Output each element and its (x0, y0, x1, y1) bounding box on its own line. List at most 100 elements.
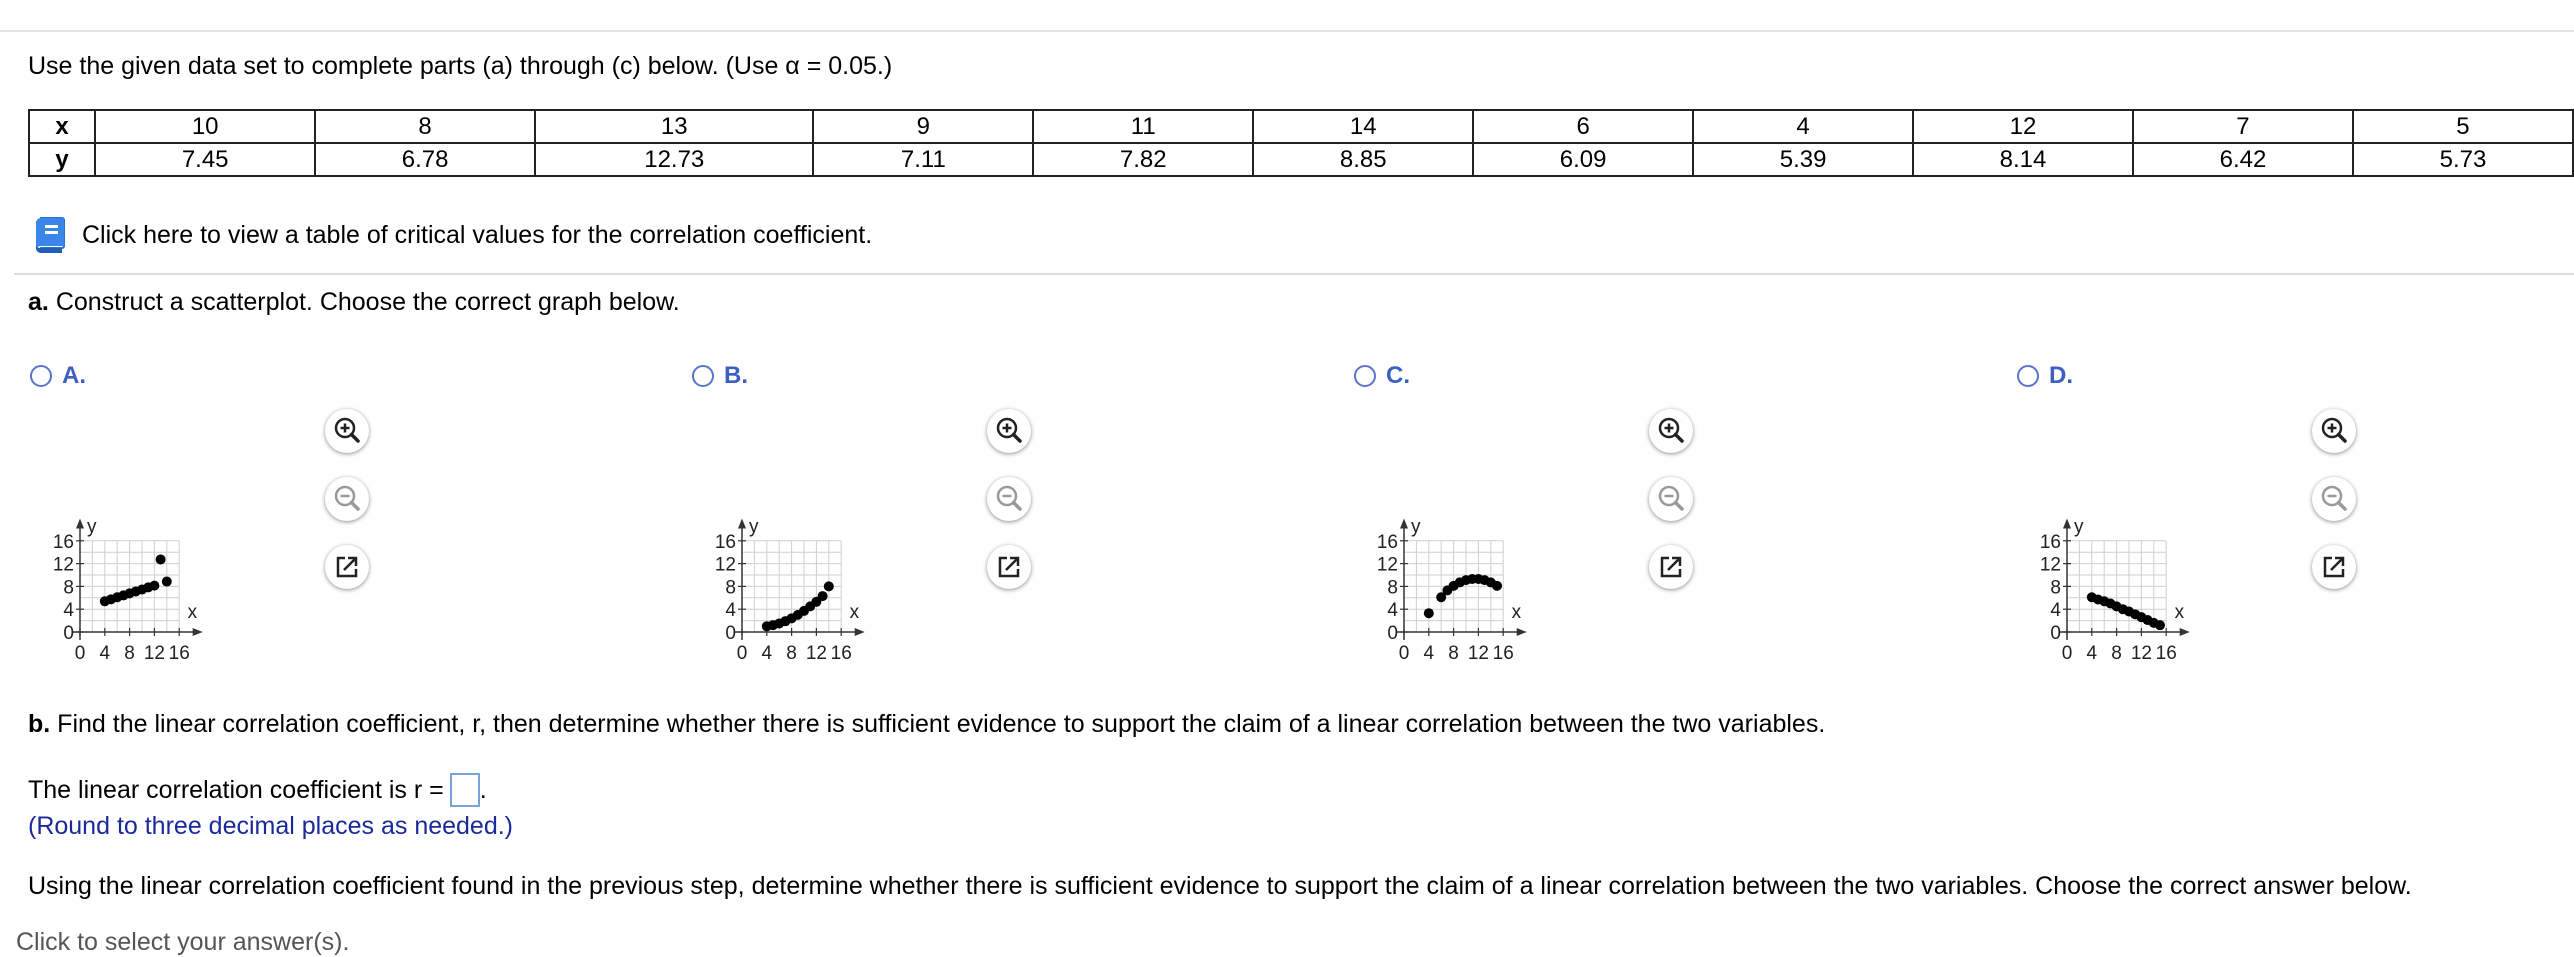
critical-values-link[interactable]: Click here to view a table of critical v… (32, 215, 872, 255)
y-tick-label: 4 (63, 600, 74, 621)
option-c[interactable]: C. 0 4 8 12 16 0 4 8 12 16 x y (1354, 362, 1693, 664)
x-tick-label: 12 (2131, 643, 2152, 664)
x-axis-label: x (2175, 602, 2185, 623)
popout-icon (1660, 556, 1682, 578)
option-c-letter: C. (1386, 362, 1410, 389)
zoom-in-button[interactable] (1649, 409, 1693, 453)
zoom-in-button[interactable] (2312, 409, 2356, 453)
y-cell: 7.11 (812, 142, 1035, 177)
popout-button[interactable] (987, 545, 1031, 589)
r-answer-line: The linear correlation coefficient is r … (28, 773, 487, 807)
top-divider (0, 30, 2574, 32)
y-tick-label: 16 (715, 532, 736, 553)
x-tick-label: 12 (1468, 643, 1489, 664)
x-header: x (27, 109, 97, 144)
x-tick-label: 4 (100, 643, 111, 664)
x-cell: 5 (2351, 109, 2574, 144)
x-axis-arrow (854, 628, 865, 636)
option-b-radio[interactable] (692, 365, 714, 387)
data-point (817, 591, 828, 602)
data-point (2155, 620, 2165, 631)
popout-button[interactable] (2312, 545, 2356, 589)
x-tick-label: 4 (762, 643, 773, 664)
popout-icon (336, 556, 358, 578)
zoom-out-button[interactable] (325, 477, 369, 521)
y-axis-arrow (2063, 518, 2071, 529)
y-axis-arrow (1400, 518, 1408, 529)
zoom-in-button[interactable] (987, 409, 1031, 453)
y-tick-label: 0 (2050, 623, 2061, 644)
table-row-y: y 7.45 6.78 12.73 7.11 7.82 8.85 6.09 5.… (27, 142, 2574, 177)
x-cell: 7 (2131, 109, 2354, 144)
x-tick-label: 0 (2062, 643, 2073, 664)
y-tick-label: 4 (2050, 600, 2061, 621)
part-b-prompt: b. Find the linear correlation coefficie… (28, 710, 1825, 739)
y-cell: 6.42 (2131, 142, 2354, 177)
r-period: . (479, 775, 487, 804)
x-tick-label: 12 (144, 643, 165, 664)
r-answer-input[interactable] (449, 773, 480, 807)
y-axis-label: y (749, 517, 759, 538)
y-tick-label: 12 (1377, 555, 1398, 576)
data-table: x 10 8 13 9 11 14 6 4 12 7 5 y 7.45 6.78… (27, 109, 2574, 177)
data-point (155, 554, 166, 565)
option-a[interactable]: A. 0 4 8 12 16 0 4 8 12 16 x y (30, 362, 369, 664)
y-axis-arrow (76, 518, 84, 529)
x-axis-arrow (192, 628, 203, 636)
part-a-prompt: a. Construct a scatterplot. Choose the c… (28, 288, 680, 317)
zoom-in-icon (1658, 417, 1684, 443)
x-tick-label: 0 (75, 643, 86, 664)
part-b-text: Find the linear correlation coefficient,… (57, 710, 1826, 738)
y-tick-label: 12 (715, 555, 736, 576)
zoom-in-button[interactable] (325, 409, 369, 453)
x-axis-arrow (2179, 628, 2190, 636)
option-c-radio[interactable] (1354, 365, 1376, 387)
round-note: (Round to three decimal places as needed… (28, 812, 514, 840)
part-a-text: Construct a scatterplot. Choose the corr… (55, 288, 680, 316)
y-tick-label: 0 (725, 623, 736, 644)
x-cell: 13 (534, 109, 815, 144)
r-prompt: The linear correlation coefficient is r … (28, 775, 444, 804)
x-cell: 9 (812, 109, 1035, 144)
option-d[interactable]: D. 0 4 8 12 16 0 4 8 12 16 x y (2017, 362, 2356, 664)
y-axis-label: y (87, 517, 97, 538)
zoom-out-icon (2321, 485, 2347, 511)
zoom-out-button[interactable] (1649, 477, 1693, 521)
zoom-out-button[interactable] (2312, 477, 2356, 521)
zoom-out-button[interactable] (987, 477, 1031, 521)
y-cell: 6.09 (1472, 142, 1695, 177)
x-tick-label: 16 (831, 643, 852, 664)
option-d-radio[interactable] (2017, 365, 2039, 387)
zoom-in-icon (334, 417, 360, 443)
y-tick-label: 8 (725, 577, 736, 598)
option-b[interactable]: B. 0 4 8 12 16 0 4 8 12 16 x y (692, 362, 1031, 664)
critical-values-link-text[interactable]: Click here to view a table of critical v… (82, 220, 873, 249)
y-axis-arrow (738, 518, 746, 529)
zoom-out-icon (334, 485, 360, 511)
book-icon (35, 217, 65, 254)
x-axis-label: x (1512, 602, 1522, 623)
x-tick-label: 16 (2156, 643, 2177, 664)
x-cell: 11 (1032, 109, 1255, 144)
option-d-letter: D. (2049, 362, 2073, 389)
y-tick-label: 16 (2040, 532, 2061, 553)
x-cell: 10 (94, 109, 317, 144)
data-point (1423, 608, 1434, 619)
y-tick-label: 4 (1387, 600, 1398, 621)
option-a-radio[interactable] (30, 365, 52, 387)
zoom-in-icon (996, 417, 1022, 443)
x-tick-label: 8 (124, 643, 135, 664)
x-tick-label: 12 (806, 643, 827, 664)
popout-button[interactable] (1649, 545, 1693, 589)
y-axis-label: y (1411, 517, 1421, 538)
part-b-label: b. (28, 710, 51, 738)
popout-button[interactable] (325, 545, 369, 589)
data-point (1492, 580, 1502, 591)
data-point (161, 576, 172, 587)
y-cell: 5.39 (1692, 142, 1915, 177)
zoom-in-icon (2321, 417, 2347, 443)
